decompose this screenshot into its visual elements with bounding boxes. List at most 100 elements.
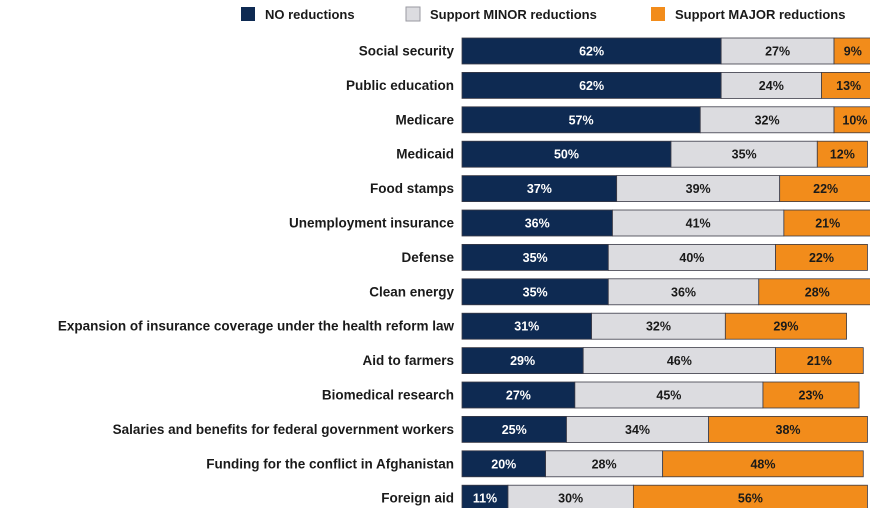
data-label: 29% — [510, 354, 535, 368]
bar-segment-support-minor-reductions — [699, 106, 835, 134]
bar-segment-support-major-reductions — [833, 106, 870, 134]
data-label: 37% — [527, 182, 552, 196]
data-label: 22% — [809, 251, 834, 265]
data-label: 32% — [755, 113, 780, 127]
data-label: 35% — [523, 251, 548, 265]
bar-segment-support-major-reductions — [783, 209, 870, 237]
data-label: 40% — [679, 251, 704, 265]
bar-segment-support-minor-reductions — [582, 347, 776, 375]
category-label: Foreign aid — [381, 491, 454, 506]
bar-segment-no-reductions — [461, 347, 584, 375]
category-label: Clean energy — [369, 284, 454, 299]
data-label: 56% — [738, 492, 763, 506]
legend-swatch-support-minor-reductions — [405, 6, 421, 22]
bar-segment-support-major-reductions — [662, 450, 864, 478]
data-label: 39% — [686, 182, 711, 196]
legend-label-support-minor-reductions: Support MINOR reductions — [430, 7, 597, 22]
bar-segment-no-reductions — [461, 72, 722, 99]
bar-segment-no-reductions — [461, 312, 592, 340]
bars: 62% 27% 9% 62% 24% 13% 57% 32% 10% 50% 35% 12% 37% 39… — [461, 37, 870, 508]
legend-label-support-major-reductions: Support MAJOR reductions — [675, 7, 845, 22]
bar-segment-no-reductions — [461, 278, 609, 306]
data-label: 24% — [759, 79, 784, 93]
category-label: Public education — [346, 78, 454, 93]
legend-label-no-reductions: NO reductions — [265, 7, 355, 22]
bar-segment-support-major-reductions — [833, 37, 870, 65]
data-label: 21% — [815, 217, 840, 231]
data-label: 62% — [579, 45, 604, 59]
data-label: 45% — [656, 389, 681, 403]
data-label: 20% — [491, 457, 516, 471]
bar-segment-no-reductions — [461, 175, 618, 203]
category-labels: Social security Public education Medicare M… — [58, 44, 455, 506]
category-label: Biomedical research — [322, 388, 454, 403]
category-label: Unemployment insurance — [289, 216, 455, 231]
bar-segment-support-major-reductions — [708, 415, 868, 443]
legend-swatch-support-major-reductions — [651, 7, 665, 21]
data-label: 22% — [813, 182, 838, 196]
bar-segment-support-minor-reductions — [720, 72, 822, 99]
data-label: 28% — [805, 285, 830, 299]
bar-segment-no-reductions — [461, 415, 567, 443]
data-label: 31% — [514, 320, 539, 334]
data-label: 11% — [473, 492, 497, 506]
data-label: 62% — [579, 79, 604, 93]
bar-segment-support-major-reductions — [762, 381, 860, 409]
bar-segment-support-major-reductions — [775, 243, 868, 271]
bar-segment-no-reductions — [461, 450, 546, 478]
legend: NO reductions Support MINOR reductions Sup… — [241, 6, 845, 22]
bar-segment-support-major-reductions — [775, 347, 864, 375]
bar-segment-support-minor-reductions — [574, 381, 764, 409]
data-label: 35% — [732, 148, 757, 162]
data-label: 27% — [506, 389, 531, 403]
category-label: Medicaid — [396, 147, 454, 162]
bar-segment-support-minor-reductions — [616, 175, 781, 203]
bar-segment-support-minor-reductions — [720, 37, 835, 65]
category-label: Food stamps — [370, 181, 454, 196]
bar-segment-support-minor-reductions — [612, 209, 785, 237]
category-label: Expansion of insurance coverage under th… — [58, 319, 455, 334]
bar-segment-support-minor-reductions — [607, 278, 760, 306]
bar-segment-support-minor-reductions — [566, 415, 710, 443]
bar-segment-support-major-reductions — [632, 484, 868, 508]
category-label: Social security — [359, 44, 455, 59]
bar-segment-support-minor-reductions — [591, 312, 726, 340]
data-label: 32% — [646, 320, 671, 334]
data-label: 27% — [765, 45, 790, 59]
data-label: 48% — [750, 457, 775, 471]
data-label: 36% — [525, 217, 550, 231]
data-label: 23% — [799, 389, 824, 403]
bar-segment-support-minor-reductions — [545, 450, 664, 478]
category-label: Salaries and benefits for federal govern… — [113, 422, 454, 437]
bar-segment-no-reductions — [461, 209, 613, 237]
data-label: 25% — [502, 423, 527, 437]
data-label: 46% — [667, 354, 692, 368]
data-label: 34% — [625, 423, 650, 437]
data-label: 21% — [807, 354, 832, 368]
data-label: 28% — [592, 457, 617, 471]
category-label: Defense — [401, 250, 454, 265]
data-label: 30% — [558, 492, 583, 506]
category-label: Aid to farmers — [362, 353, 454, 368]
data-label: 38% — [776, 423, 801, 437]
data-label: 12% — [830, 148, 855, 162]
data-label: 50% — [554, 148, 579, 162]
category-label: Funding for the conflict in Afghanistan — [206, 456, 454, 471]
bar-segment-no-reductions — [461, 37, 722, 65]
data-label: 41% — [686, 217, 711, 231]
data-label: 29% — [773, 320, 798, 334]
bar-segment-support-major-reductions — [816, 140, 868, 168]
bar-segment-support-major-reductions — [821, 72, 870, 99]
bar-segment-support-major-reductions — [779, 175, 870, 203]
data-label: 57% — [569, 113, 594, 127]
data-label: 13% — [836, 79, 861, 93]
bar-segment-no-reductions — [461, 140, 672, 168]
legend-swatch-no-reductions — [241, 7, 255, 21]
data-label: 10% — [842, 113, 867, 127]
data-label: 35% — [523, 285, 548, 299]
data-label: 36% — [671, 285, 696, 299]
bar-segment-support-major-reductions — [758, 278, 870, 306]
bar-segment-no-reductions — [461, 243, 609, 271]
bar-segment-support-major-reductions — [724, 312, 847, 340]
data-label: 9% — [844, 45, 862, 59]
